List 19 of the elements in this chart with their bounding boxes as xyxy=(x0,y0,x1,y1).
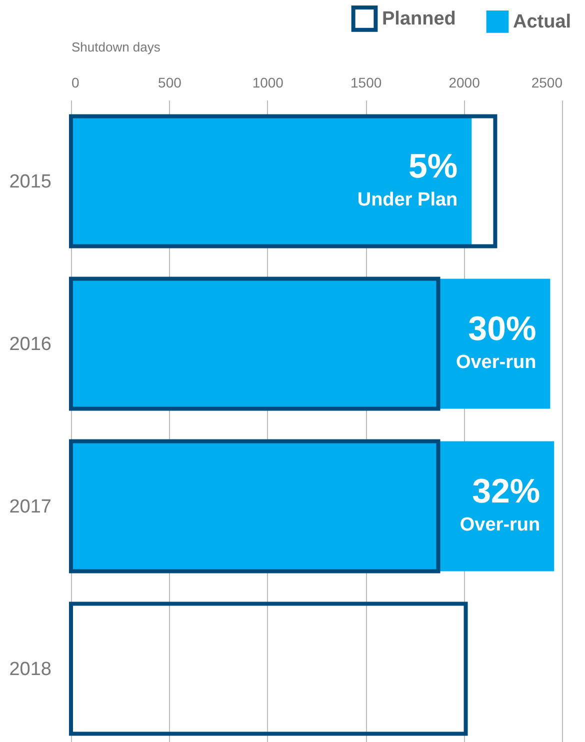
x-tick-label: 1000 xyxy=(252,74,284,90)
x-tick-label: 0 xyxy=(72,74,80,90)
y-tick-label: 2016 xyxy=(9,334,52,355)
y-tick-label: 2018 xyxy=(9,658,52,680)
y-tick-label: 2017 xyxy=(9,496,52,518)
x-tick-label: 2500 xyxy=(531,74,563,90)
annotation: 32% xyxy=(472,472,540,510)
annotation: Under Plan xyxy=(357,189,458,210)
x-tick-label: 2000 xyxy=(448,74,480,90)
annotation: 5% xyxy=(408,147,458,186)
x-tick-label: 1500 xyxy=(350,74,382,90)
x-axis-title: Shutdown days xyxy=(72,40,161,54)
annotation: Over-run xyxy=(460,514,540,536)
x-tick-label: 500 xyxy=(158,74,182,90)
y-tick-label: 2015 xyxy=(9,171,52,192)
legend-label: Planned xyxy=(382,8,456,30)
annotation: Over-run xyxy=(456,352,536,373)
annotation: 30% xyxy=(468,310,536,348)
legend-label: Actual xyxy=(513,12,572,33)
